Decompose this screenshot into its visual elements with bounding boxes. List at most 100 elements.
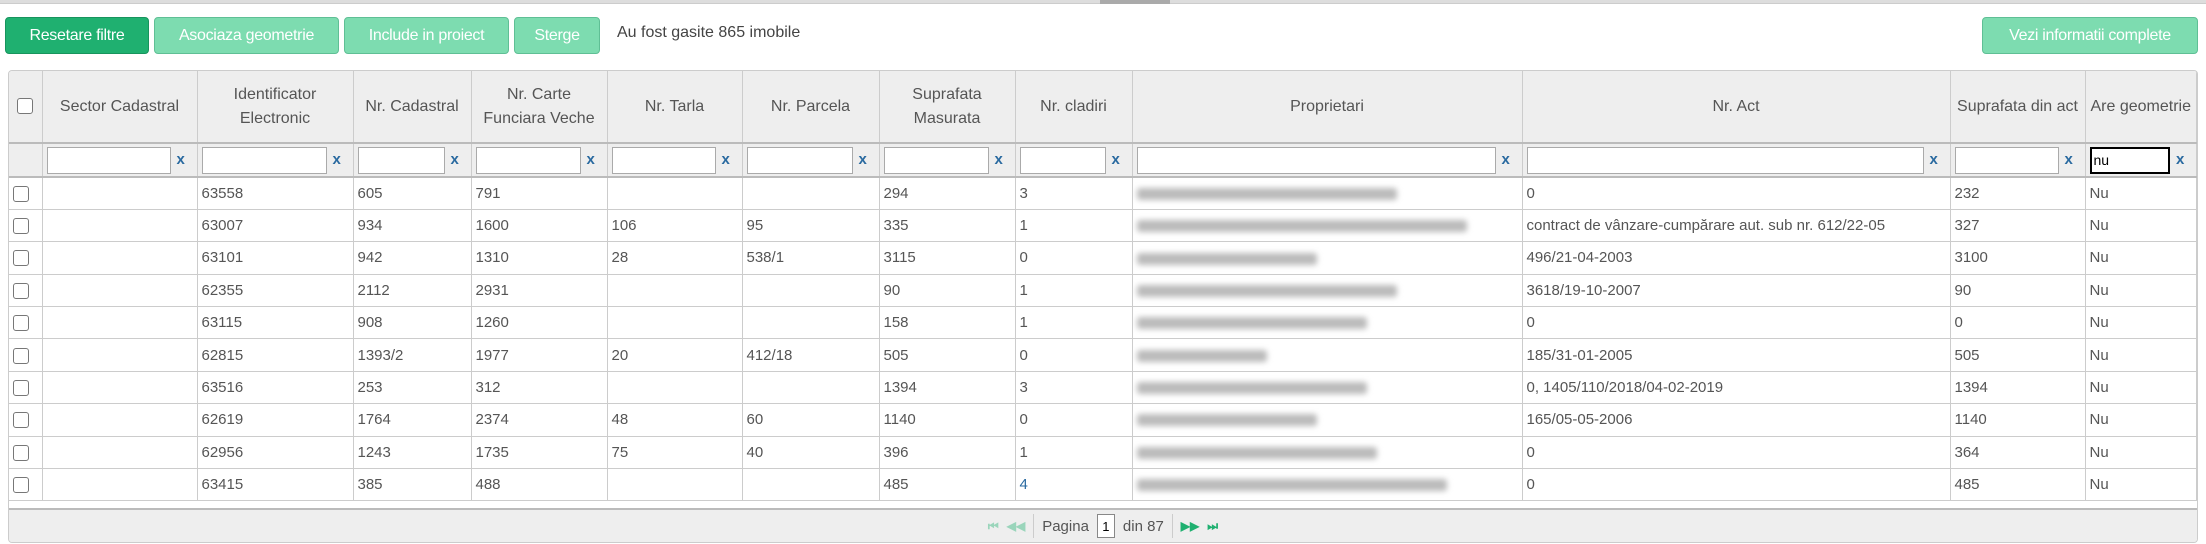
column-filter-input[interactable] [1136,146,1496,174]
row-checkbox[interactable] [13,477,29,494]
table-cell [42,338,198,372]
column-filter-input[interactable] [611,146,716,174]
table-cell: 90 [879,274,1016,308]
column-header[interactable]: Suprafata Masurata [879,71,1016,143]
clear-filter-button[interactable]: x [2176,150,2185,168]
column-filter-input[interactable] [46,146,171,174]
clear-filter-button[interactable]: x [1929,150,1938,168]
table-cell: 1 [1015,306,1133,340]
table-row[interactable]: 63101 942 1310 28 538/1 3115 0 496/21-04-2003 31… [9,241,2197,275]
table-cell: 0 [1522,306,1951,340]
table-row[interactable]: 63007 934 1600 106 95 335 1 contract de vânzare… [9,209,2197,243]
reset-filters-button[interactable]: Resetare filtre [5,17,149,54]
table-cell: contract de vânzare-cumpărare aut. sub n… [1522,209,1951,243]
row-checkbox[interactable] [13,347,29,364]
column-filter-input[interactable] [883,146,989,174]
first-page-icon[interactable]: ⏮ [987,518,999,533]
clear-filter-button[interactable]: x [1501,150,1510,168]
next-page-icon[interactable]: ▶▶ [1180,519,1200,533]
column-header[interactable]: Suprafata din act [1950,71,2086,143]
column-filter-input[interactable] [1019,146,1106,174]
column-filter-input[interactable] [475,146,581,174]
page-input[interactable] [1096,514,1115,538]
prev-page-icon[interactable]: ◀◀ [1006,519,1026,533]
table-cell: 1 [1015,274,1133,308]
clear-filter-button[interactable]: x [586,150,595,168]
row-select [9,338,43,372]
table-cell: 1140 [879,403,1016,437]
table-cell: 3618/19-10-2007 [1522,274,1951,308]
clear-filter-button[interactable]: x [721,150,730,168]
column-filter-input[interactable] [1954,146,2059,174]
column-filter-input[interactable] [357,146,445,174]
scrollbar-thumb[interactable] [1100,0,1170,4]
table-row[interactable]: 62619 1764 2374 48 60 1140 0 165/05-05-2006 1140… [9,403,2197,437]
column-header[interactable]: Proprietari [1132,71,1523,143]
table-cell [607,371,743,405]
filter-cell: x [1132,142,1523,178]
table-row[interactable]: 63516 253 312 1394 3 0, 1405/110/2018/04-02-2… [9,371,2197,405]
scrollbar[interactable] [0,0,2206,4]
include-in-project-button[interactable]: Include in proiect [344,17,509,54]
clear-filter-button[interactable]: x [858,150,867,168]
table-cell: 28 [607,241,743,275]
filter-cell: x [42,142,198,178]
associate-geometry-button[interactable]: Asociaza geometrie [154,17,339,54]
table-cell [742,371,880,405]
table-cell: 1140 [1950,403,2086,437]
column-filter-input[interactable] [1526,146,1924,174]
column-header[interactable]: Nr. Cadastral [353,71,472,143]
row-checkbox[interactable] [13,315,29,332]
column-header[interactable]: Nr. Act [1522,71,1951,143]
row-select [9,274,43,308]
column-header[interactable]: Nr. cladiri [1015,71,1133,143]
table-row[interactable]: 63558 605 791 294 3 0 232 Nu [9,177,2197,210]
row-checkbox[interactable] [13,250,29,267]
view-full-info-button[interactable]: Vezi informatii complete [1982,17,2198,54]
row-checkbox[interactable] [13,185,29,202]
pager: ⏮ ◀◀ Pagina din 87 ▶▶ ⏭ [9,508,2197,542]
table-row[interactable]: 63115 908 1260 158 1 0 0 Nu [9,306,2197,340]
last-page-icon[interactable]: ⏭ [1207,518,1219,533]
table-cell: 62619 [197,403,354,437]
delete-button[interactable]: Sterge [514,17,600,54]
filter-cell: x [607,142,743,178]
clear-filter-button[interactable]: x [2064,150,2073,168]
table-cell: 232 [1950,177,2086,210]
row-checkbox[interactable] [13,412,29,429]
column-filter-input[interactable] [201,146,327,174]
table-cell: Nu [2085,177,2197,210]
table-cell: 396 [879,436,1016,470]
table-row[interactable]: 63415 385 488 485 4 0 485 Nu [9,468,2197,502]
column-filter-input[interactable] [2089,146,2170,174]
row-checkbox[interactable] [13,282,29,299]
clear-filter-button[interactable]: x [1111,150,1120,168]
row-select [9,468,43,502]
row-checkbox[interactable] [13,218,29,235]
row-checkbox[interactable] [13,444,29,461]
column-header[interactable]: Nr. Tarla [607,71,743,143]
column-header[interactable]: Nr. Carte Funciara Veche [471,71,608,143]
table-cell: 4 [1015,468,1133,502]
table-row[interactable]: 62355 2112 2931 90 1 3618/19-10-2007 90 Nu [9,274,2197,308]
table-cell: 0 [1015,403,1133,437]
column-header[interactable]: Sector Cadastral [42,71,198,143]
table-cell: 1394 [1950,371,2086,405]
row-checkbox[interactable] [13,380,29,397]
table-cell: 1260 [471,306,608,340]
clear-filter-button[interactable]: x [994,150,1003,168]
table-row[interactable]: 62815 1393/2 1977 20 412/18 505 0 185/31-01-200… [9,338,2197,372]
select-all-checkbox[interactable] [17,98,34,115]
table-cell: Nu [2085,468,2197,502]
column-header[interactable]: Identificator Electronic [197,71,354,143]
clear-filter-button[interactable]: x [332,150,341,168]
table-row[interactable]: 62956 1243 1735 75 40 396 1 0 364 Nu [9,436,2197,470]
clear-filter-button[interactable]: x [450,150,459,168]
column-header[interactable]: Nr. Parcela [742,71,880,143]
column-filter-input[interactable] [746,146,853,174]
clear-filter-button[interactable]: x [176,150,185,168]
table-cell: Nu [2085,209,2197,243]
table-cell: 0, 1405/110/2018/04-02-2019 [1522,371,1951,405]
table-cell: 0 [1015,241,1133,275]
column-header[interactable]: Are geometrie [2085,71,2197,143]
